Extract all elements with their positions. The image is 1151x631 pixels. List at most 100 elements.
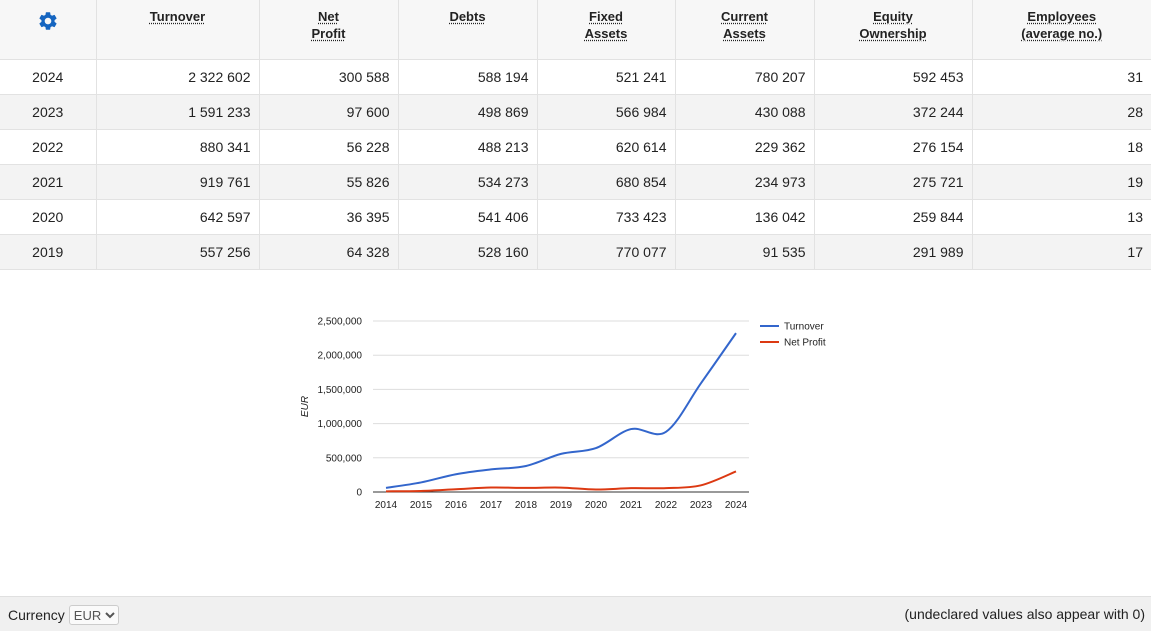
y-tick-label: 500,000: [326, 453, 363, 464]
footer-note: (undeclared values also appear with 0): [904, 606, 1145, 622]
currency-select[interactable]: EUR: [68, 605, 119, 625]
debts-cell: 534 273: [398, 164, 538, 200]
header-net-profit[interactable]: Net Profit: [259, 0, 399, 60]
footer-bar: Currency EUR (undeclared values also app…: [0, 596, 1151, 631]
table-row: 2023 1 591 233 97 600 498 869 566 984 43…: [0, 94, 1151, 130]
x-tick-label: 2014: [375, 500, 398, 511]
table-row: 2021 919 761 55 826 534 273 680 854 234 …: [0, 164, 1151, 200]
net-profit-cell: 300 588: [259, 59, 399, 95]
net-profit-cell: 56 228: [259, 129, 399, 165]
currency-label: Currency: [8, 607, 65, 623]
header-fixed-assets-line2: Assets: [584, 26, 628, 41]
net-profit-cell: 64 328: [259, 234, 399, 270]
y-tick-label: 1,500,000: [318, 385, 363, 396]
header-employees-line1: Employees: [1027, 9, 1097, 24]
current-assets-cell: 234 973: [675, 164, 815, 200]
fixed-assets-cell: 566 984: [537, 94, 676, 130]
year-cell: 2021: [0, 164, 97, 200]
financial-table: Turnover Net Profit Debts Fixed Assets Cur…: [0, 0, 1151, 270]
year-cell: 2024: [0, 59, 97, 95]
fixed-assets-cell: 620 614: [537, 129, 676, 165]
settings-cell[interactable]: [0, 0, 97, 60]
current-assets-cell: 780 207: [675, 59, 815, 95]
x-tick-label: 2016: [445, 500, 468, 511]
net-profit-cell: 97 600: [259, 94, 399, 130]
x-tick-label: 2019: [550, 500, 573, 511]
table-header-row: Turnover Net Profit Debts Fixed Assets Cur…: [0, 0, 1151, 60]
header-debts-label: Debts: [449, 9, 486, 24]
employees-cell: 13: [972, 199, 1151, 235]
header-net-profit-line2: Profit: [311, 26, 346, 41]
year-cell: 2019: [0, 234, 97, 270]
fixed-assets-cell: 521 241: [537, 59, 676, 95]
fixed-assets-cell: 733 423: [537, 199, 676, 235]
x-tick-label: 2021: [620, 500, 643, 511]
employees-cell: 18: [972, 129, 1151, 165]
table-row: 2022 880 341 56 228 488 213 620 614 229 …: [0, 129, 1151, 165]
turnover-cell: 2 322 602: [96, 59, 260, 95]
header-current-assets[interactable]: Current Assets: [675, 0, 815, 60]
y-tick-label: 2,500,000: [318, 317, 363, 328]
debts-cell: 541 406: [398, 199, 538, 235]
y-axis-label: EUR: [300, 396, 311, 417]
header-employees[interactable]: Employees (average no.): [972, 0, 1151, 60]
header-employees-line2: (average no.): [1021, 26, 1103, 41]
current-assets-cell: 430 088: [675, 94, 815, 130]
equity-ownership-cell: 276 154: [814, 129, 973, 165]
debts-cell: 488 213: [398, 129, 538, 165]
x-tick-label: 2020: [585, 500, 608, 511]
header-net-profit-line1: Net: [318, 9, 339, 24]
header-turnover-label: Turnover: [149, 9, 206, 24]
x-tick-label: 2015: [410, 500, 433, 511]
y-tick-label: 1,000,000: [318, 419, 363, 430]
y-tick-label: 2,000,000: [318, 351, 363, 362]
net-profit-cell: 36 395: [259, 199, 399, 235]
gear-icon[interactable]: [37, 10, 59, 36]
legend-label-net-profit: Net Profit: [784, 338, 826, 349]
header-debts[interactable]: Debts: [398, 0, 538, 60]
fixed-assets-cell: 770 077: [537, 234, 676, 270]
x-tick-label: 2022: [655, 500, 678, 511]
table-row: 2020 642 597 36 395 541 406 733 423 136 …: [0, 199, 1151, 235]
current-assets-cell: 136 042: [675, 199, 815, 235]
employees-cell: 17: [972, 234, 1151, 270]
equity-ownership-cell: 291 989: [814, 234, 973, 270]
series-line-net-profit: [385, 470, 737, 493]
turnover-cell: 880 341: [96, 129, 260, 165]
currency-control: Currency EUR: [8, 605, 119, 625]
header-fixed-assets-line1: Fixed: [589, 9, 623, 24]
debts-cell: 588 194: [398, 59, 538, 95]
year-cell: 2020: [0, 199, 97, 235]
equity-ownership-cell: 275 721: [814, 164, 973, 200]
employees-cell: 28: [972, 94, 1151, 130]
turnover-cell: 642 597: [96, 199, 260, 235]
table-row: 2024 2 322 602 300 588 588 194 521 241 7…: [0, 59, 1151, 95]
equity-ownership-cell: 592 453: [814, 59, 973, 95]
current-assets-cell: 91 535: [675, 234, 815, 270]
equity-ownership-cell: 259 844: [814, 199, 973, 235]
employees-cell: 31: [972, 59, 1151, 95]
x-tick-label: 2017: [480, 500, 503, 511]
header-fixed-assets[interactable]: Fixed Assets: [537, 0, 676, 60]
turnover-cell: 557 256: [96, 234, 260, 270]
net-profit-cell: 55 826: [259, 164, 399, 200]
current-assets-cell: 229 362: [675, 129, 815, 165]
header-equity-ownership-line1: Equity: [873, 9, 913, 24]
header-equity-ownership[interactable]: Equity Ownership: [814, 0, 973, 60]
turnover-cell: 1 591 233: [96, 94, 260, 130]
header-equity-ownership-line2: Ownership: [859, 26, 927, 41]
debts-cell: 528 160: [398, 234, 538, 270]
year-cell: 2023: [0, 94, 97, 130]
y-tick-label: 0: [356, 488, 362, 499]
debts-cell: 498 869: [398, 94, 538, 130]
turnover-cell: 919 761: [96, 164, 260, 200]
series-line-turnover: [385, 332, 737, 489]
turnover-profit-chart: 0 500,000 1,000,000 1,500,000 2,000,000 2,500…: [300, 317, 826, 512]
x-tick-label: 2018: [515, 500, 538, 511]
header-turnover[interactable]: Turnover: [96, 0, 260, 60]
equity-ownership-cell: 372 244: [814, 94, 973, 130]
x-tick-label: 2024: [725, 500, 748, 511]
legend-label-turnover: Turnover: [784, 322, 824, 333]
employees-cell: 19: [972, 164, 1151, 200]
x-tick-label: 2023: [690, 500, 713, 511]
